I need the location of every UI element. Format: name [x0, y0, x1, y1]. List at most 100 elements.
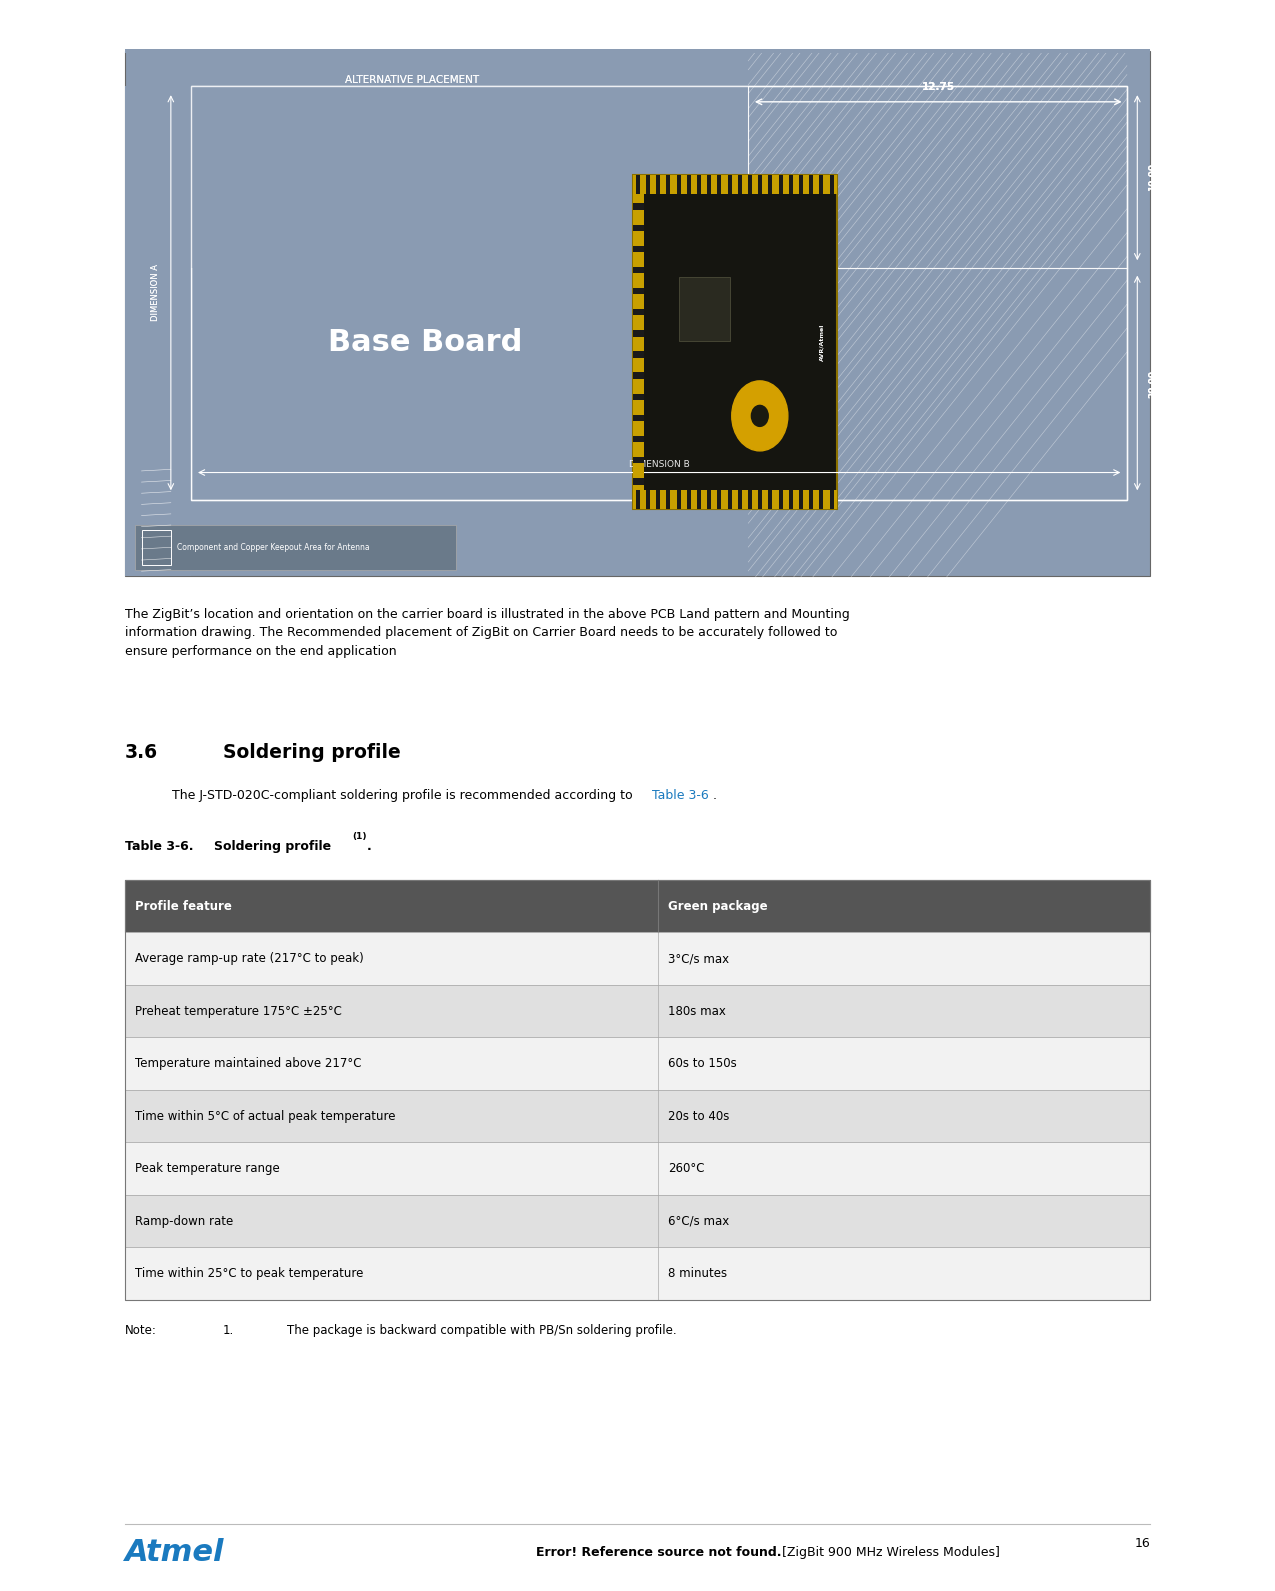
- Text: Atmel: Atmel: [125, 1538, 224, 1567]
- Text: 3°C/s max: 3°C/s max: [668, 951, 729, 966]
- Bar: [125, 985, 1150, 1037]
- Bar: [748, 175, 752, 194]
- Bar: [634, 245, 644, 251]
- Bar: [634, 393, 644, 399]
- Bar: [779, 175, 783, 194]
- Bar: [125, 86, 191, 576]
- Circle shape: [732, 380, 788, 450]
- Bar: [820, 175, 824, 194]
- Bar: [759, 175, 762, 194]
- Text: The J-STD-020C-compliant soldering profile is recommended according to: The J-STD-020C-compliant soldering profi…: [172, 789, 636, 802]
- Text: Ramp-down rate: Ramp-down rate: [135, 1214, 233, 1228]
- Bar: [142, 530, 171, 565]
- Bar: [708, 175, 711, 194]
- Bar: [1127, 51, 1150, 576]
- Bar: [687, 175, 691, 194]
- Text: .: .: [713, 789, 717, 802]
- Text: 1.: 1.: [223, 1324, 235, 1336]
- Text: Temperature maintained above 217°C: Temperature maintained above 217°C: [135, 1056, 362, 1071]
- Bar: [799, 490, 803, 509]
- Bar: [634, 490, 838, 509]
- Text: Profile feature: Profile feature: [135, 899, 232, 913]
- Bar: [634, 309, 644, 315]
- Bar: [125, 86, 748, 267]
- Bar: [789, 490, 793, 509]
- Text: Soldering profile: Soldering profile: [214, 840, 335, 853]
- Bar: [810, 175, 813, 194]
- Bar: [657, 490, 660, 509]
- Bar: [748, 490, 752, 509]
- Circle shape: [751, 406, 769, 426]
- Bar: [125, 51, 1150, 576]
- Bar: [646, 490, 650, 509]
- Text: Green package: Green package: [668, 899, 768, 913]
- Bar: [697, 175, 701, 194]
- Bar: [657, 175, 660, 194]
- Bar: [728, 175, 732, 194]
- Bar: [634, 175, 838, 194]
- Bar: [667, 490, 671, 509]
- Bar: [634, 415, 644, 422]
- Bar: [135, 525, 456, 570]
- Text: ALTERNATIVE PLACEMENT: ALTERNATIVE PLACEMENT: [346, 75, 479, 84]
- Text: 10.00: 10.00: [1148, 162, 1158, 191]
- Text: Base Board: Base Board: [328, 328, 523, 356]
- Text: Table 3-6: Table 3-6: [652, 789, 709, 802]
- Text: DIMENSION B: DIMENSION B: [629, 460, 690, 469]
- Text: Peak temperature range: Peak temperature range: [135, 1161, 280, 1176]
- Text: [ZigBit 900 MHz Wireless Modules]: [ZigBit 900 MHz Wireless Modules]: [778, 1546, 1000, 1559]
- Bar: [125, 1195, 1150, 1247]
- Bar: [634, 436, 644, 442]
- Text: Average ramp-up rate (217°C to peak): Average ramp-up rate (217°C to peak): [135, 951, 363, 966]
- Text: ALTERNATIVE PLACEMENT: ALTERNATIVE PLACEMENT: [346, 75, 479, 84]
- Bar: [125, 1090, 1150, 1142]
- Bar: [634, 479, 644, 485]
- Text: Table 3-6.: Table 3-6.: [125, 840, 194, 853]
- Text: 3.6: 3.6: [125, 743, 158, 762]
- Bar: [125, 880, 1150, 1300]
- Text: 10.00: 10.00: [1148, 162, 1158, 191]
- Text: 16: 16: [1135, 1537, 1150, 1550]
- Bar: [830, 490, 834, 509]
- Text: 20.00: 20.00: [1148, 369, 1158, 398]
- Bar: [191, 86, 1127, 500]
- Bar: [718, 175, 722, 194]
- Bar: [810, 490, 813, 509]
- Text: DIMENSION A: DIMENSION A: [150, 264, 161, 321]
- Bar: [191, 86, 1127, 500]
- Bar: [634, 175, 838, 509]
- Bar: [634, 457, 644, 463]
- Bar: [789, 175, 793, 194]
- Bar: [634, 331, 644, 337]
- Text: 12.75: 12.75: [922, 83, 955, 92]
- Bar: [728, 490, 732, 509]
- Bar: [738, 490, 742, 509]
- Bar: [636, 490, 640, 509]
- Text: The ZigBit’s location and orientation on the carrier board is illustrated in the: The ZigBit’s location and orientation on…: [125, 608, 849, 657]
- Text: 20s to 40s: 20s to 40s: [668, 1109, 729, 1123]
- Bar: [769, 175, 773, 194]
- Bar: [634, 224, 644, 231]
- Text: 6°C/s max: 6°C/s max: [668, 1214, 729, 1228]
- Bar: [125, 880, 1150, 932]
- Bar: [667, 175, 671, 194]
- Bar: [759, 490, 762, 509]
- Text: 60s to 150s: 60s to 150s: [668, 1056, 737, 1071]
- Text: Note:: Note:: [125, 1324, 157, 1336]
- Text: 8 minutes: 8 minutes: [668, 1266, 727, 1281]
- Bar: [634, 204, 644, 210]
- Text: Time within 5°C of actual peak temperature: Time within 5°C of actual peak temperatu…: [135, 1109, 395, 1123]
- Bar: [646, 175, 650, 194]
- Bar: [636, 175, 640, 194]
- Text: Time within 25°C to peak temperature: Time within 25°C to peak temperature: [135, 1266, 363, 1281]
- Text: 20.00: 20.00: [1148, 369, 1158, 398]
- Text: AVR/Atmel: AVR/Atmel: [820, 323, 825, 361]
- Bar: [125, 1142, 1150, 1195]
- Bar: [125, 1037, 1150, 1090]
- Bar: [677, 175, 681, 194]
- Bar: [677, 490, 681, 509]
- Bar: [634, 194, 644, 490]
- Text: DIMENSION A: DIMENSION A: [150, 264, 161, 321]
- Text: Preheat temperature 175°C ±25°C: Preheat temperature 175°C ±25°C: [135, 1004, 342, 1018]
- Bar: [634, 267, 644, 274]
